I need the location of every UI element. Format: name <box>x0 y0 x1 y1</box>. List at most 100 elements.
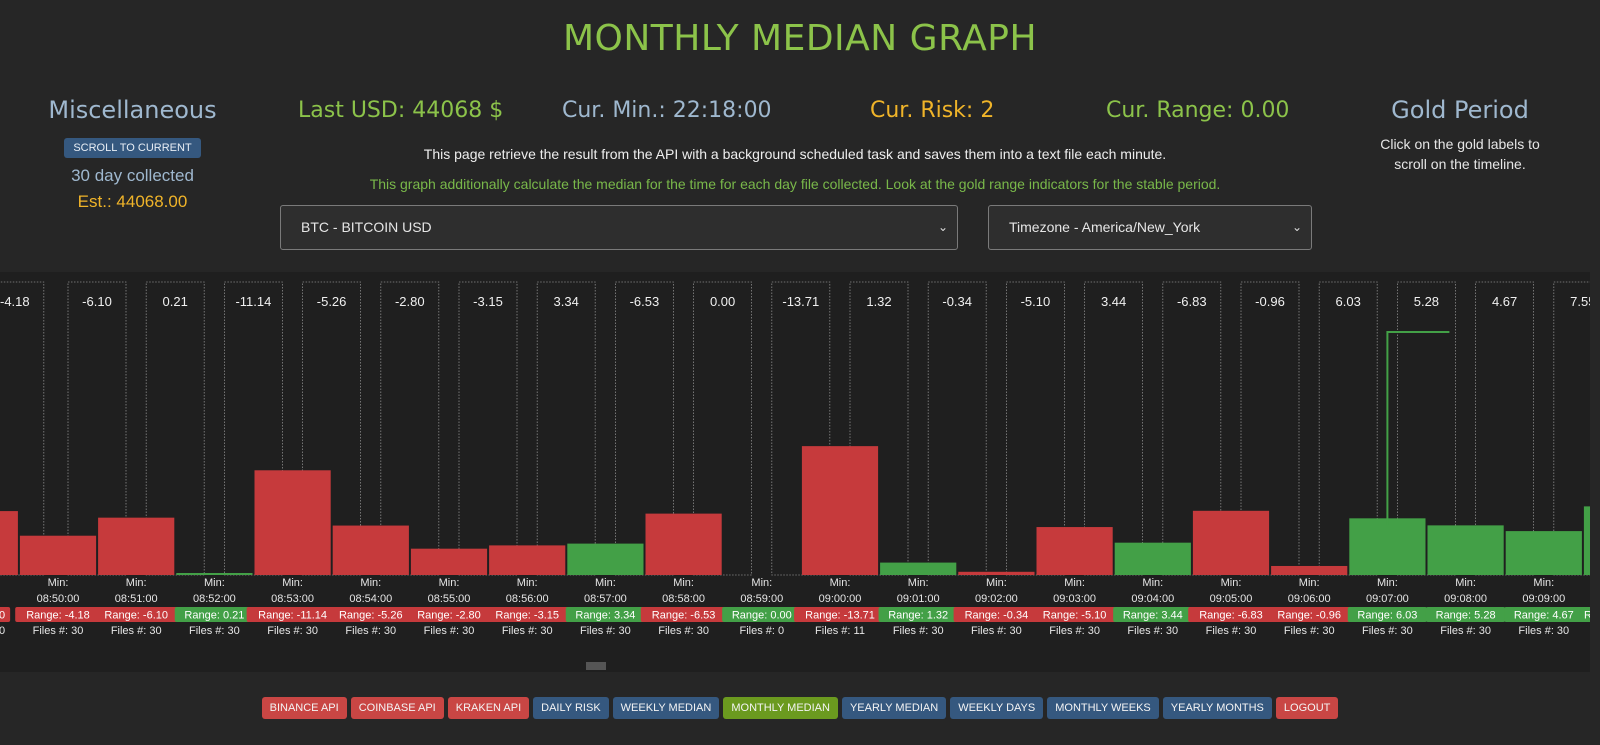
top-label-box <box>1162 281 1222 576</box>
time-label: 08:55:00 <box>428 593 471 605</box>
symbol-select[interactable]: BTC - BITCOIN USD ⌄ <box>280 205 958 250</box>
min-label: Min: <box>830 577 851 589</box>
range-badge-label: Range: -0.96 <box>1277 610 1341 622</box>
range-badge-label: Range: 3.44 <box>1123 610 1183 622</box>
files-label: Files #: 0 <box>739 625 784 637</box>
min-label: Min: <box>1377 577 1398 589</box>
top-value-label: 1.32 <box>866 294 891 309</box>
bar <box>176 573 253 575</box>
top-value-label: -4.18 <box>0 294 30 309</box>
range-badge-label: Range: -2.80 <box>417 610 481 622</box>
gold-period-description: Click on the gold labels to scroll on th… <box>1355 134 1565 174</box>
time-label: 09:03:00 <box>1053 593 1096 605</box>
median-chart-svg: -4.18 -6.10 0.21 -11.14 -5.26 -2.80 -3.15 3.34 -… <box>0 281 1590 637</box>
range-badge-label: Range: -5.26 <box>339 610 403 622</box>
nav-bar: BINANCE API COINBASE API KRAKEN API DAILY R… <box>0 697 1600 719</box>
files-label: Files #: 30 <box>1440 625 1491 637</box>
symbol-select-value: BTC - BITCOIN USD <box>301 219 432 235</box>
top-label-box <box>927 281 987 576</box>
top-label-box <box>1318 281 1378 576</box>
scroll-to-current-button[interactable]: SCROLL TO CURRENT <box>64 138 201 158</box>
range-badge <box>246 607 339 622</box>
files-label: Files #: 30 <box>111 625 162 637</box>
bar <box>410 548 488 575</box>
range-badge-label: Range: 4.67 <box>1514 610 1574 622</box>
nav-button-weekly-median[interactable]: WEEKLY MEDIAN <box>612 697 720 719</box>
range-badge-label: Range: -6.53 <box>652 610 716 622</box>
gold-desc-line2: scroll on the timeline. <box>1394 156 1526 172</box>
bar <box>880 562 957 575</box>
gold-period-title: Gold Period <box>1391 96 1529 124</box>
time-label: 09:02:00 <box>975 593 1018 605</box>
nav-button-yearly-median[interactable]: YEARLY MEDIAN <box>841 697 947 719</box>
range-badge <box>1425 607 1506 622</box>
gold-desc-line1: Click on the gold labels to <box>1380 136 1540 152</box>
bar <box>1192 510 1270 575</box>
top-label-box <box>223 281 283 576</box>
range-badge-label: Range: 6.03 <box>1357 610 1417 622</box>
min-label: Min: <box>517 577 538 589</box>
timezone-select[interactable]: Timezone - America/New_York ⌄ <box>988 205 1312 250</box>
top-value-label: 5.28 <box>1414 294 1439 309</box>
misc-panel: Miscellaneous SCROLL TO CURRENT 30 day c… <box>20 96 245 212</box>
page-description: This page retrieve the result from the A… <box>423 146 1167 162</box>
misc-title: Miscellaneous <box>48 96 217 124</box>
min-label: Min: <box>1299 577 1320 589</box>
gold-period-panel: Gold Period Click on the gold labels to … <box>1355 96 1565 174</box>
nav-button-yearly-months[interactable]: YEARLY MONTHS <box>1162 697 1272 719</box>
top-value-label: 3.44 <box>1101 294 1126 309</box>
range-badge <box>1113 607 1193 622</box>
range-badge <box>174 607 255 622</box>
bar <box>1427 525 1504 575</box>
top-label-box <box>849 281 909 576</box>
estimate-label: Est.: 44068.00 <box>77 192 188 211</box>
time-label: 08:59:00 <box>740 593 783 605</box>
bar <box>1349 518 1426 575</box>
top-value-label: -3.15 <box>473 294 503 309</box>
range-badge <box>1504 607 1584 622</box>
top-value-label: 4.67 <box>1492 294 1517 309</box>
top-value-label: -11.14 <box>235 294 271 309</box>
top-label-box <box>145 281 205 576</box>
range-badge <box>565 607 646 622</box>
min-label: Min: <box>126 577 147 589</box>
top-label-box <box>536 281 596 576</box>
files-label: Files #: 30 <box>267 625 318 637</box>
min-label: Min: <box>282 577 303 589</box>
files-label: Files #: 30 <box>893 625 944 637</box>
top-value-label: -6.10 <box>82 294 112 309</box>
files-label: Files #: 30 <box>1127 625 1178 637</box>
files-label: Files #: 30 <box>189 625 240 637</box>
time-label: 09:09:00 <box>1522 593 1565 605</box>
min-label: Min: <box>1533 577 1554 589</box>
range-badge <box>1347 607 1428 622</box>
range-badge-label: Range: 0.21 <box>184 610 244 622</box>
time-label: 09:01:00 <box>897 593 940 605</box>
top-value-label: 7.55 <box>1570 294 1590 309</box>
chart-scrollbar-thumb[interactable] <box>586 662 606 670</box>
nav-button-logout[interactable]: LOGOUT <box>1275 697 1339 719</box>
nav-button-weekly-days[interactable]: WEEKLY DAYS <box>950 697 1044 719</box>
range-badge-label: Range: -0.34 <box>965 610 1029 622</box>
bar <box>645 513 722 575</box>
nav-button-daily-risk[interactable]: DAILY RISK <box>533 697 609 719</box>
median-chart[interactable]: -4.18 -6.10 0.21 -11.14 -5.26 -2.80 -3.15 3.34 -… <box>0 272 1590 672</box>
bar <box>1583 506 1590 575</box>
time-label: 08:53:00 <box>271 593 314 605</box>
bar <box>332 525 409 575</box>
nav-button-monthly-weeks[interactable]: MONTHLY WEEKS <box>1047 697 1159 719</box>
top-value-label: -5.10 <box>1021 294 1051 309</box>
time-label: 09:07:00 <box>1366 593 1409 605</box>
range-badge-label: Range: 5.28 <box>1436 610 1496 622</box>
nav-button-monthly-median[interactable]: MONTHLY MEDIAN <box>723 697 838 719</box>
nav-button-kraken-api[interactable]: KRAKEN API <box>447 697 530 719</box>
nav-button-binance-api[interactable]: BINANCE API <box>261 697 347 719</box>
time-label: 08:52:00 <box>193 593 236 605</box>
top-value-label: 0.21 <box>163 294 188 309</box>
range-badge <box>0 607 11 622</box>
time-label: 09:06:00 <box>1288 593 1331 605</box>
min-label: Min: <box>1064 577 1085 589</box>
range-badge-label: Range: -3.15 <box>495 610 559 622</box>
range-badge <box>406 607 492 622</box>
nav-button-coinbase-api[interactable]: COINBASE API <box>350 697 444 719</box>
